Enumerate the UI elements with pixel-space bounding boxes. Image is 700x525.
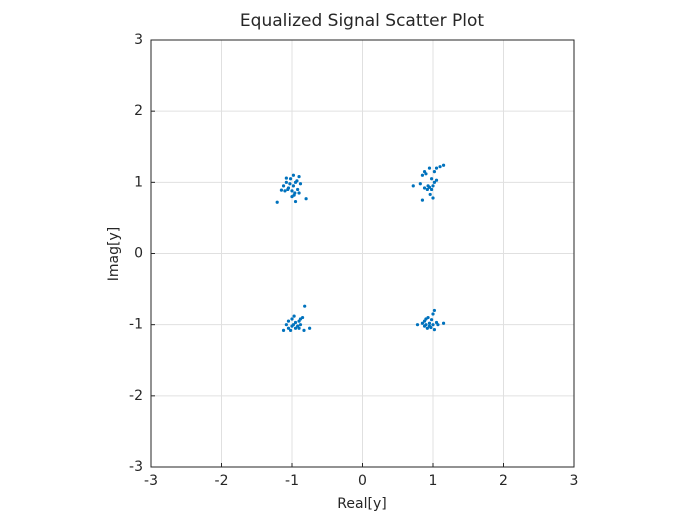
scatter-point [283, 189, 287, 193]
scatter-point [279, 188, 284, 192]
scatter-point [425, 187, 429, 192]
y-tick-label: 3 [134, 32, 143, 48]
scatter-point [308, 326, 312, 330]
y-tick-label: -3 [129, 459, 143, 475]
scatter-point [288, 182, 292, 186]
scatter-point [300, 315, 305, 320]
x-tick-label: 1 [429, 473, 438, 489]
scatter-point [418, 182, 422, 186]
scatter-point [415, 323, 420, 327]
scatter-point [438, 165, 442, 169]
x-tick-label: 3 [570, 473, 579, 489]
scatter-point [431, 312, 435, 316]
plot-frame [150, 39, 575, 468]
y-tick-label: 1 [134, 174, 143, 190]
scatter-point [288, 177, 293, 181]
scatter-point [429, 325, 433, 330]
y-tick-label: 0 [134, 246, 143, 262]
scatter-point [297, 326, 301, 330]
scatter-point [295, 179, 299, 183]
scatter-point [441, 321, 446, 325]
scatter-point [429, 187, 434, 192]
scatter-point [288, 328, 293, 332]
scatter-point [290, 317, 294, 321]
scatter-point [296, 187, 300, 192]
x-tick-label: 0 [358, 473, 367, 489]
scatter-point [281, 328, 286, 332]
x-axis-label: Real[y] [337, 496, 386, 512]
scatter-point [432, 308, 437, 313]
scatter-point [420, 173, 425, 177]
scatter-point [431, 196, 435, 200]
scatter-point [420, 321, 425, 325]
scatter-point [284, 323, 288, 327]
scatter-point [429, 177, 434, 181]
scatter-point [422, 170, 427, 174]
scatter-point [425, 326, 429, 330]
scatter-point [422, 186, 427, 190]
scatter-point [290, 189, 294, 193]
scatter-point [297, 191, 301, 195]
scatter-point [420, 198, 425, 202]
scatter-point [427, 166, 432, 170]
y-tick-label: 2 [134, 103, 143, 119]
scatter-point [286, 326, 291, 330]
x-tick-label: 2 [499, 473, 508, 489]
scatter-point [426, 184, 430, 188]
scatter-point [431, 184, 435, 188]
scatter-point [275, 200, 279, 204]
scatter-point [291, 184, 296, 188]
scatter-point [303, 304, 307, 308]
y-tick-label: -2 [129, 388, 143, 404]
x-tick-label: -3 [144, 473, 158, 489]
scatter-point [426, 315, 430, 320]
scatter-point [427, 321, 432, 325]
scatter-point [428, 192, 432, 197]
scatter-point [293, 320, 298, 325]
scatter-point [281, 184, 286, 188]
scatter-point [286, 319, 291, 323]
scatter-point [284, 176, 288, 180]
scatter-point [293, 326, 298, 330]
scatter-point [432, 328, 437, 332]
y-axis-label: Imag[y] [106, 227, 122, 281]
scatter-point [297, 175, 301, 179]
x-tick-label: -1 [285, 473, 299, 489]
scatter-point [286, 187, 290, 192]
scatter-point [411, 184, 415, 188]
scatter-point [284, 180, 288, 184]
chart-title: Equalized Signal Scatter Plot [240, 11, 484, 31]
scatter-point [293, 199, 298, 204]
scatter-point [291, 173, 296, 177]
scatter-point [431, 323, 435, 327]
scatter-point [304, 197, 308, 201]
scatter-point [432, 180, 437, 184]
scatter-point [429, 318, 434, 322]
scatter-point [434, 166, 439, 170]
scatter-point [441, 163, 446, 167]
scatter-point [298, 182, 303, 186]
scatter-point [434, 178, 439, 182]
scatter-point [436, 323, 440, 327]
x-tick-label: -2 [215, 473, 229, 489]
scatter-point [292, 193, 296, 197]
scatter-point [292, 314, 296, 318]
scatter-point [432, 170, 437, 174]
scatter-point [422, 324, 427, 328]
y-tick-label: -1 [129, 317, 143, 333]
scatter-point [298, 323, 303, 327]
scatter-point [302, 328, 306, 332]
scatter-point [291, 323, 296, 327]
